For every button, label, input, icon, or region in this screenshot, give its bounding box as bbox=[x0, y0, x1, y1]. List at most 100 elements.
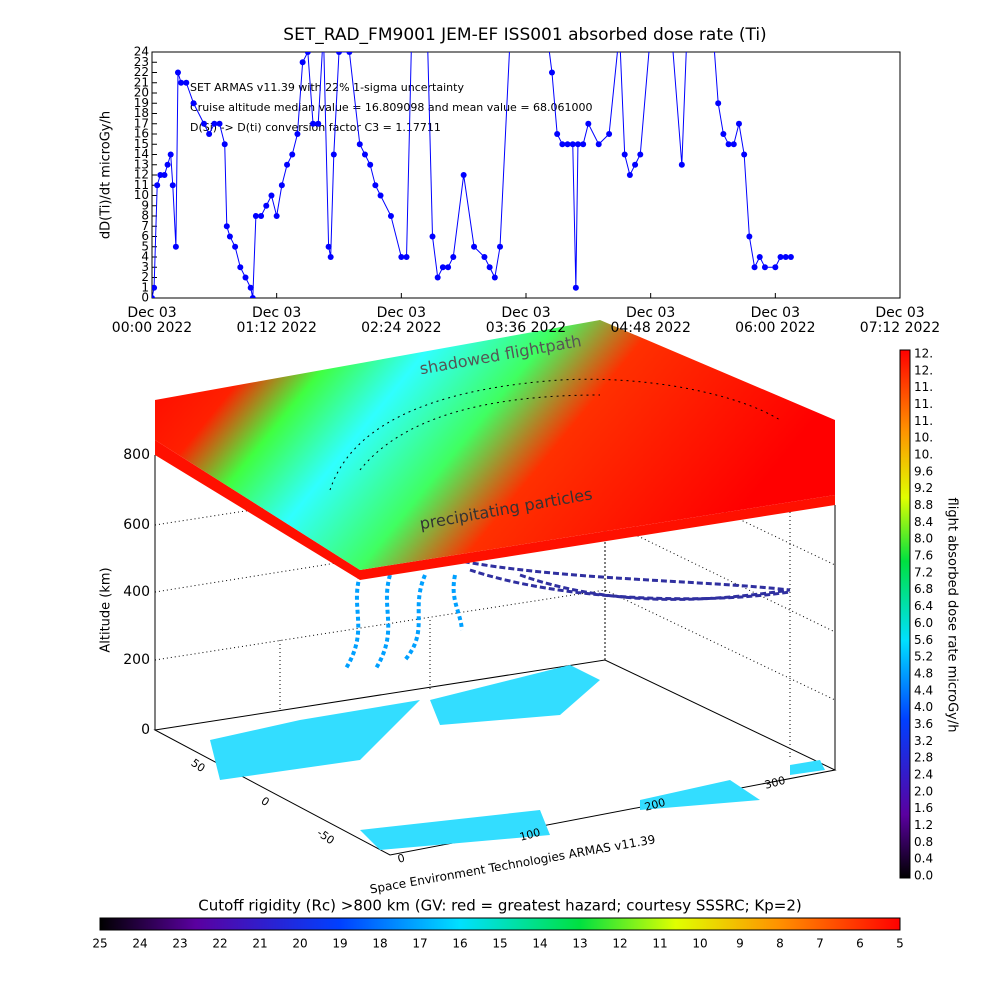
data-point bbox=[548, 69, 555, 76]
data-point bbox=[725, 141, 732, 148]
data-point bbox=[471, 243, 478, 250]
y-tick-label: 3 bbox=[141, 260, 149, 274]
data-point bbox=[242, 274, 249, 281]
data-point bbox=[294, 131, 301, 137]
colorbar-tick-label: 7.6 bbox=[914, 549, 933, 563]
map-land bbox=[210, 665, 825, 850]
data-point bbox=[585, 120, 592, 127]
y-tick-label: 2 bbox=[141, 270, 149, 284]
colorbar-tick-label: 18 bbox=[372, 937, 387, 951]
y-tick-label: 4 bbox=[141, 250, 149, 264]
data-point bbox=[154, 182, 161, 189]
data-point bbox=[554, 131, 561, 137]
data-point bbox=[372, 182, 379, 189]
series bbox=[152, 52, 794, 298]
data-line bbox=[152, 52, 791, 298]
x-tick-label: Dec 03 04:48 2022 bbox=[610, 305, 691, 336]
z-tick-label: 400 bbox=[123, 584, 150, 600]
data-point bbox=[200, 120, 207, 127]
colorbar-tick-label: 5 bbox=[896, 937, 904, 951]
data-point bbox=[606, 131, 613, 137]
lat-tick-label: 50 bbox=[189, 756, 208, 775]
colorbar-tick-label: 16 bbox=[452, 937, 467, 951]
data-point bbox=[226, 233, 233, 240]
data-point bbox=[172, 243, 179, 250]
data-point bbox=[377, 192, 384, 199]
colorbar-tick-label: 0.8 bbox=[914, 835, 933, 849]
data-point bbox=[481, 254, 488, 260]
data-point bbox=[211, 120, 218, 127]
colorbar-tick-label: 9 bbox=[736, 937, 744, 951]
colorbar-tick-label: 12. bbox=[914, 363, 933, 377]
annotation: D(Si) -> D(ti) conversion factor C3 = 1.… bbox=[190, 121, 441, 134]
data-point bbox=[756, 254, 763, 260]
data-point bbox=[310, 120, 317, 127]
colorbar-tick-label: 22 bbox=[212, 937, 227, 951]
data-point bbox=[169, 182, 176, 189]
colorbar-tick-label: 6.0 bbox=[914, 616, 933, 630]
y-tick-label: 5 bbox=[141, 239, 149, 253]
data-point bbox=[327, 254, 334, 260]
y-tick-label: 22 bbox=[134, 65, 149, 79]
data-point bbox=[720, 131, 727, 137]
data-point bbox=[164, 161, 171, 168]
colorbar-tick-label: 15 bbox=[492, 937, 507, 951]
data-point bbox=[304, 52, 311, 55]
y-tick-label: 12 bbox=[134, 168, 149, 182]
data-point bbox=[387, 213, 394, 219]
data-point bbox=[429, 233, 436, 240]
z-axis-label: Altitude (km) bbox=[99, 567, 114, 652]
colorbar-tick-label: 2.4 bbox=[914, 767, 933, 781]
data-point bbox=[273, 213, 280, 219]
colorbar-tick-label: 0.0 bbox=[914, 869, 933, 883]
data-point bbox=[315, 120, 322, 127]
data-point bbox=[782, 254, 789, 260]
data-point bbox=[751, 264, 758, 271]
y-tick-label: 18 bbox=[134, 106, 149, 120]
data-point bbox=[569, 141, 576, 148]
data-point bbox=[486, 264, 493, 271]
colorbar-tick-label: 7 bbox=[816, 937, 824, 951]
data-point bbox=[761, 264, 768, 271]
colorbar-tick-label: 11. bbox=[914, 397, 933, 411]
data-point bbox=[247, 284, 254, 291]
y-tick-label: 8 bbox=[141, 209, 149, 223]
data-point bbox=[278, 182, 285, 189]
y-tick-label: 16 bbox=[134, 127, 149, 141]
data-point bbox=[439, 264, 446, 271]
data-point bbox=[161, 172, 168, 178]
data-point bbox=[167, 151, 174, 158]
colorbar-tick-label: 17 bbox=[412, 937, 427, 951]
data-point bbox=[268, 192, 275, 199]
x-tick-label: Dec 03 06:00 2022 bbox=[735, 305, 816, 336]
y-tick-label: 21 bbox=[134, 75, 149, 89]
data-point bbox=[367, 161, 374, 168]
colorbar-tick-label: 2.0 bbox=[914, 784, 933, 798]
colorbar-tick-label: 8.4 bbox=[914, 515, 933, 529]
colorbar-title: Cutoff rigidity (Rc) >800 km (GV: red = … bbox=[198, 897, 801, 915]
chart-title: SET_RAD_FM9001 JEM-EF ISS001 absorbed do… bbox=[283, 25, 766, 45]
z-tick-label: 600 bbox=[123, 517, 150, 533]
colorbar-tick-label: 9.2 bbox=[914, 481, 933, 495]
data-point bbox=[715, 100, 722, 107]
data-point bbox=[559, 141, 566, 148]
data-point bbox=[183, 79, 190, 86]
slab-top bbox=[155, 320, 835, 570]
y-tick-label: 7 bbox=[141, 219, 149, 233]
data-point bbox=[206, 131, 213, 137]
colorbar-tick-label: 10. bbox=[914, 448, 933, 462]
z-tick-label: 200 bbox=[123, 652, 150, 668]
data-point bbox=[637, 151, 644, 158]
data-point bbox=[632, 161, 639, 168]
data-point bbox=[289, 151, 296, 158]
colorbar-tick-label: 2.8 bbox=[914, 751, 933, 765]
y-tick-label: 23 bbox=[134, 55, 149, 69]
data-point bbox=[346, 52, 353, 55]
lon-tick-label: 0 bbox=[396, 851, 406, 865]
colorbar-tick-label: 0.4 bbox=[914, 852, 933, 866]
colorbar-tick-label: 4.4 bbox=[914, 683, 933, 697]
data-point bbox=[216, 120, 223, 127]
x-tick-label: Dec 03 01:12 2022 bbox=[236, 305, 317, 336]
colorbar-tick-label: 12 bbox=[612, 937, 627, 951]
